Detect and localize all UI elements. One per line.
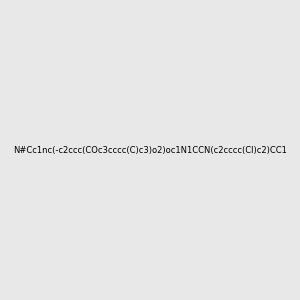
Text: N#Cc1nc(-c2ccc(COc3cccc(C)c3)o2)oc1N1CCN(c2cccc(Cl)c2)CC1: N#Cc1nc(-c2ccc(COc3cccc(C)c3)o2)oc1N1CCN… bbox=[13, 146, 287, 154]
